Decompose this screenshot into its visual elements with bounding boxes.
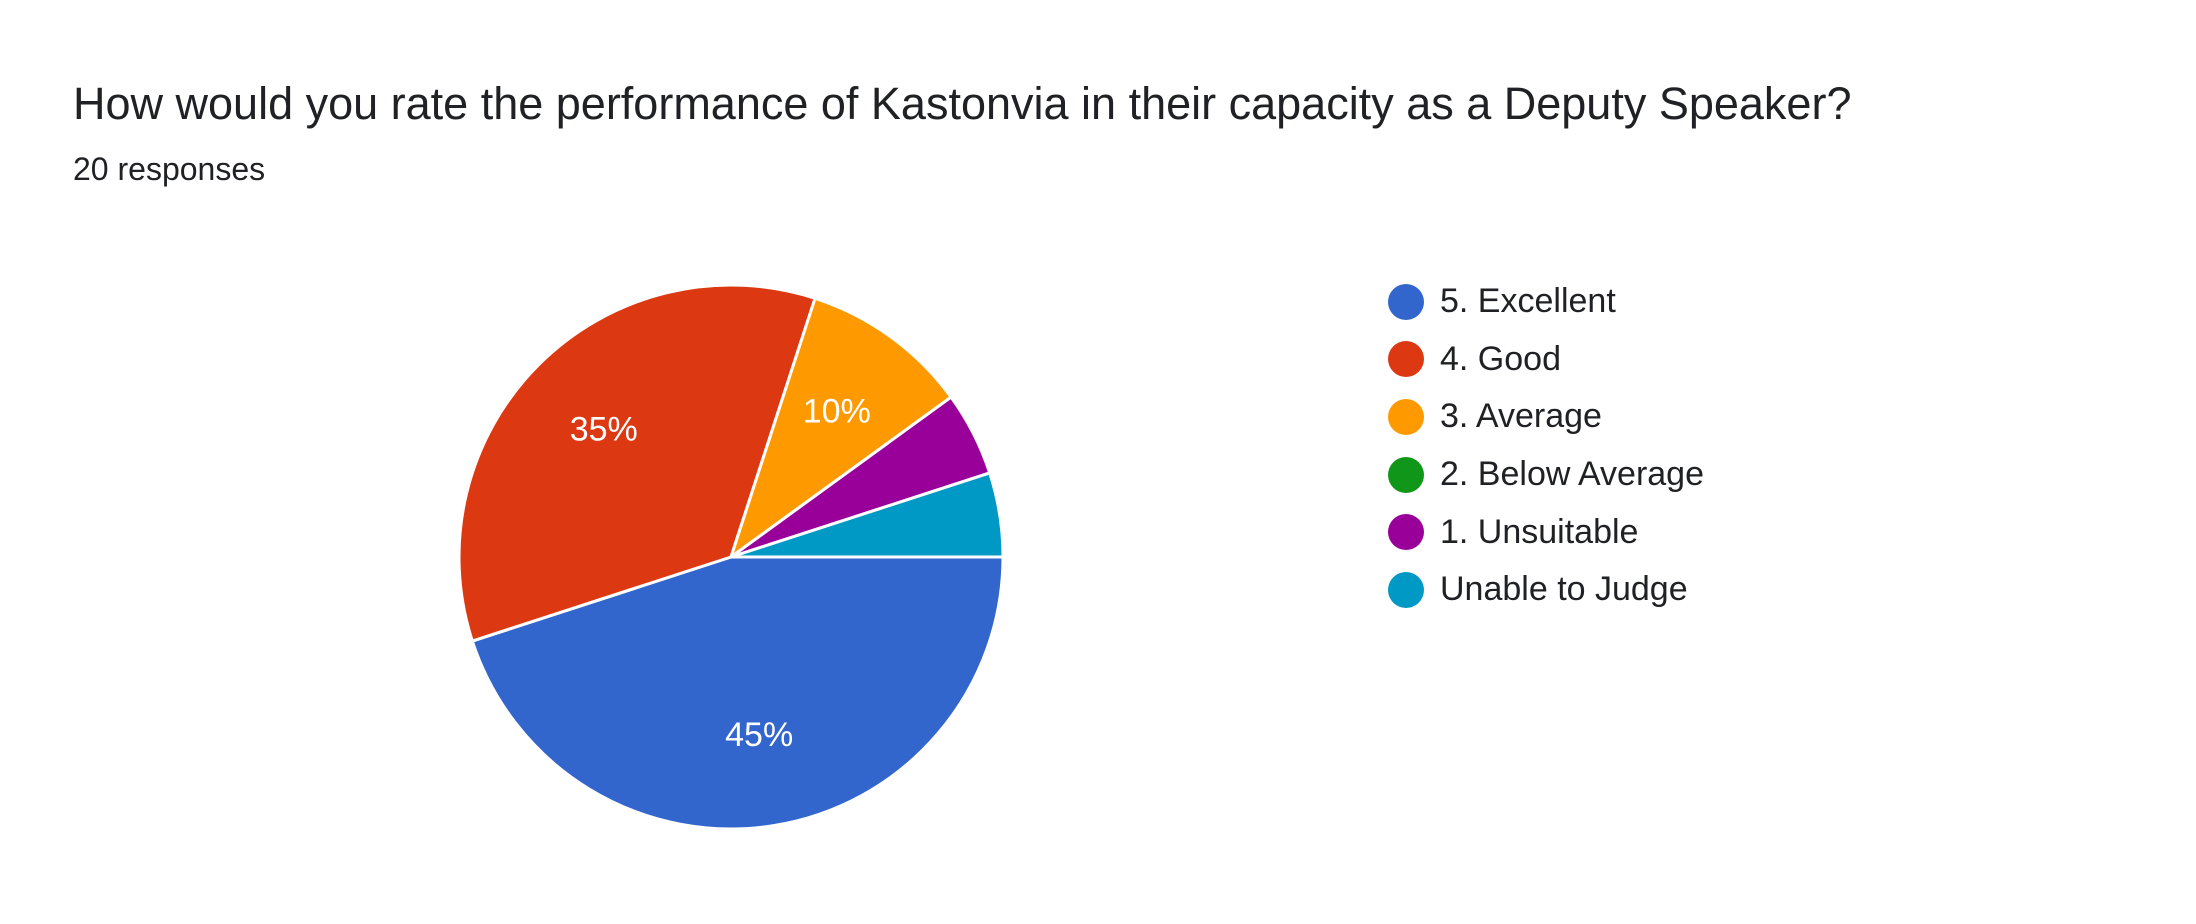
- legend-item-5-excellent[interactable]: 5. Excellent: [1388, 273, 1704, 331]
- legend-label: 1. Unsuitable: [1440, 512, 1639, 551]
- pie-slice-3-average[interactable]: [729, 296, 953, 559]
- pie-slice-5-excellent[interactable]: [470, 555, 1005, 831]
- pie-data-label-3-average: 10%: [803, 392, 871, 430]
- chart-title: How would you rate the performance of Ka…: [73, 78, 1852, 129]
- pie-slice-4-good[interactable]: [457, 283, 817, 643]
- legend-label: 2. Below Average: [1440, 455, 1704, 494]
- pie-data-label-4-good: 35%: [570, 411, 638, 449]
- legend-swatch-icon: [1388, 456, 1424, 493]
- legend-item-4-good[interactable]: 4. Good: [1388, 331, 1704, 389]
- chart-legend: 5. Excellent 4. Good 3. Average 2. Below Av…: [1388, 273, 1704, 619]
- legend-swatch-icon: [1388, 283, 1424, 320]
- legend-item-2-below-average[interactable]: 2. Below Average: [1388, 446, 1704, 504]
- legend-item-3-average[interactable]: 3. Average: [1388, 388, 1704, 446]
- legend-label: 5. Excellent: [1440, 282, 1616, 321]
- response-count: 20 responses: [73, 151, 266, 187]
- legend-label: Unable to Judge: [1440, 570, 1688, 609]
- legend-swatch-icon: [1388, 398, 1424, 435]
- legend-swatch-icon: [1388, 341, 1424, 378]
- legend-swatch-icon: [1388, 571, 1424, 608]
- pie-data-label-5-excellent: 45%: [725, 716, 793, 754]
- legend-item-unable-to-judge[interactable]: Unable to Judge: [1388, 561, 1704, 619]
- pie-slice-unable-to-judge[interactable]: [729, 471, 1005, 559]
- legend-label: 4. Good: [1440, 339, 1561, 378]
- legend-swatch-icon: [1388, 514, 1424, 551]
- legend-label: 3. Average: [1440, 397, 1602, 436]
- legend-item-1-unsuitable[interactable]: 1. Unsuitable: [1388, 503, 1704, 561]
